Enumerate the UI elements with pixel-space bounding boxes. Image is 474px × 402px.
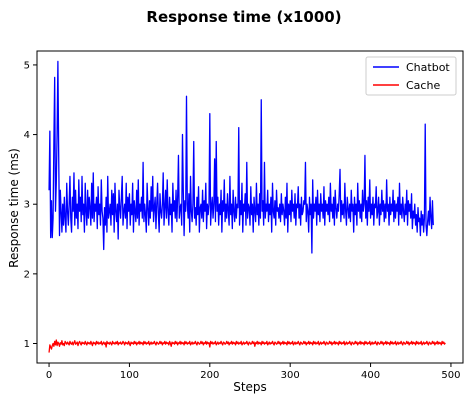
x-tick-label: 400	[361, 370, 380, 381]
x-tick-label: 100	[120, 370, 139, 381]
legend-label-cache: Cache	[406, 79, 440, 92]
series-line-chatbot	[48, 60, 434, 254]
x-axis-ticks: 0 100 200 300 400 500	[46, 363, 460, 381]
x-tick-label: 200	[200, 370, 219, 381]
y-tick-label: 5	[24, 60, 30, 71]
legend-label-chatbot: Chatbot	[406, 61, 450, 74]
series-line-cache	[48, 339, 446, 353]
series-lines	[48, 60, 446, 353]
y-tick-label: 4	[24, 130, 30, 141]
y-tick-label: 1	[24, 339, 30, 350]
y-tick-label: 3	[24, 200, 30, 211]
y-axis-ticks: 1 2 3 4 5	[24, 60, 37, 350]
chart-title: Response time (x1000)	[146, 8, 341, 26]
x-axis-label: Steps	[233, 380, 267, 394]
y-axis-label: Response time (ms)	[7, 148, 21, 268]
y-tick-label: 2	[24, 269, 30, 280]
x-tick-label: 300	[281, 370, 300, 381]
x-tick-label: 0	[46, 370, 52, 381]
x-tick-label: 500	[441, 370, 460, 381]
legend: Chatbot Cache	[365, 56, 457, 96]
